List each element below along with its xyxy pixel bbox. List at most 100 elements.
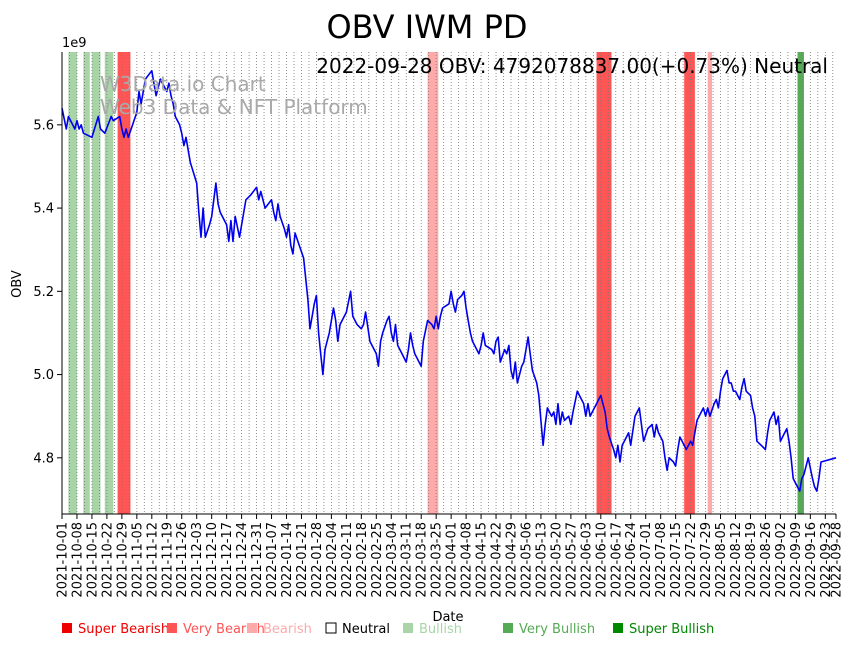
x-tick-label: 2021-12-10 — [205, 522, 220, 598]
shaded-region-bearish — [707, 52, 712, 514]
vertical-gridlines — [61, 52, 834, 514]
shaded-region-bearish — [427, 52, 439, 514]
x-tick-label: 2022-08-05 — [714, 522, 729, 598]
shaded-region-bullish — [83, 52, 90, 514]
x-tick-label: 2021-10-22 — [100, 522, 115, 598]
x-tick-label: 2022-07-01 — [639, 522, 654, 598]
x-tick-label: 2022-08-26 — [759, 522, 774, 598]
x-tick-label: 2022-02-04 — [325, 522, 340, 598]
watermark-line-2: Web3 Data & NFT Platform — [100, 95, 368, 119]
shaded-region-very-bearish — [684, 52, 695, 514]
x-tick-label: 2022-08-12 — [729, 522, 744, 598]
y-tick-label: 5.4 — [33, 202, 54, 217]
x-tick-label: 2022-05-13 — [534, 522, 549, 598]
x-tick-label: 2022-03-25 — [430, 522, 445, 598]
y-tick-label: 5.6 — [33, 118, 54, 133]
y-multiplier-label: 1e9 — [62, 36, 87, 51]
x-tick-label: 2022-06-10 — [594, 522, 609, 598]
x-tick-label: 2021-10-01 — [56, 522, 71, 598]
x-tick-label: 2021-10-08 — [71, 522, 86, 598]
legend-swatch — [167, 623, 177, 633]
shaded-region-bullish — [91, 52, 101, 514]
x-tick-label: 2021-11-12 — [145, 522, 160, 598]
legend-item-bullish: Bullish — [403, 622, 462, 637]
legend-swatch — [503, 623, 513, 633]
x-tick-label: 2022-07-29 — [699, 522, 714, 598]
legend-item-very-bullish: Very Bullish — [503, 622, 595, 637]
shaded-region-very-bullish — [797, 52, 804, 514]
x-axis-ticks: 2021-10-01 2021-10-08 2021-10-15 2021-10-22… — [56, 514, 845, 598]
legend-item-super-bullish: Super Bullish — [613, 622, 714, 637]
legend-swatch — [247, 623, 257, 633]
axes — [61, 52, 836, 515]
legend-swatch — [613, 623, 623, 633]
shaded-region-very-bearish — [596, 52, 612, 514]
legend-item-bearish: Bearish — [247, 622, 312, 637]
legend-label: Super Bullish — [629, 622, 714, 637]
watermark-line-1: W3Data.io Chart — [100, 72, 266, 96]
x-tick-label: 2022-03-04 — [385, 522, 400, 598]
legend-label: Neutral — [342, 622, 390, 637]
x-tick-label: 2022-09-02 — [774, 522, 789, 598]
x-tick-label: 2022-01-07 — [265, 522, 280, 598]
x-tick-label: 2022-05-06 — [520, 522, 535, 598]
legend-swatch — [62, 623, 72, 633]
y-axis-ticks: 4.8 5.0 5.2 5.4 5.6 — [33, 118, 62, 466]
legend-swatch — [325, 622, 337, 634]
x-tick-label: 2022-06-24 — [624, 522, 639, 598]
y-tick-label: 4.8 — [33, 451, 54, 466]
x-tick-label: 2021-12-03 — [190, 522, 205, 598]
x-tick-label: 2022-04-08 — [460, 522, 475, 598]
obv-series-line — [61, 69, 837, 492]
x-tick-label: 2022-02-18 — [355, 522, 370, 598]
x-tick-label: 2021-10-15 — [85, 522, 100, 598]
legend-label: Super Bearish — [78, 622, 169, 637]
x-tick-label: 2022-09-23 — [819, 522, 834, 598]
y-tick-label: 5.2 — [33, 285, 54, 300]
legend-item-neutral: Neutral — [325, 622, 390, 637]
x-tick-label: 2022-06-03 — [579, 522, 594, 598]
x-tick-label: 2022-07-15 — [669, 522, 684, 598]
legend-item-super-bearish: Super Bearish — [62, 622, 169, 637]
legend-item-very-bearish: Very Bearish — [167, 622, 265, 637]
obv-annotation: 2022-09-28 OBV: 4792078837.00(+0.73%) Ne… — [316, 54, 828, 78]
x-tick-label: 2022-05-27 — [564, 522, 579, 598]
x-tick-label: 2021-11-26 — [175, 522, 190, 598]
x-tick-label: 2022-04-29 — [505, 522, 520, 598]
shaded-region-bullish — [104, 52, 114, 514]
x-tick-label: 2022-03-11 — [400, 522, 415, 598]
x-tick-label: 2022-04-01 — [445, 522, 460, 598]
legend-label: Bullish — [419, 622, 462, 637]
x-tick-label: 2022-01-21 — [295, 522, 310, 598]
x-tick-label: 2021-12-24 — [235, 522, 250, 598]
x-tick-label: 2022-08-19 — [744, 522, 759, 598]
x-tick-label: 2022-07-08 — [654, 522, 669, 598]
x-tick-label: 2022-04-22 — [490, 522, 505, 598]
x-tick-label: 2022-01-14 — [280, 522, 295, 598]
x-tick-label: 2022-02-11 — [340, 522, 355, 598]
x-tick-label: 2022-09-16 — [804, 522, 819, 598]
x-axis-label: Date — [432, 610, 463, 625]
x-tick-label: 2022-01-28 — [310, 522, 325, 598]
x-tick-label: 2021-10-29 — [115, 522, 130, 598]
x-tick-label: 2022-05-20 — [549, 522, 564, 598]
x-tick-label: 2021-11-05 — [130, 522, 145, 598]
x-tick-label: 2022-03-18 — [415, 522, 430, 598]
chart-title: OBV IWM PD — [326, 8, 527, 46]
x-tick-label: 2022-06-17 — [609, 522, 624, 598]
legend-swatch — [403, 623, 413, 633]
x-tick-label: 2022-09-09 — [789, 522, 804, 598]
shaded-regions — [68, 52, 804, 514]
shaded-region-bullish — [68, 52, 77, 514]
y-tick-label: 5.0 — [33, 368, 54, 383]
x-tick-label: 2021-11-19 — [160, 522, 175, 598]
shaded-region-very-bearish — [117, 52, 131, 514]
x-tick-label: 2022-07-22 — [684, 522, 699, 598]
x-tick-label: 2021-12-17 — [220, 522, 235, 598]
y-axis-label: OBV — [10, 270, 25, 298]
x-tick-label: 2022-09-28 — [830, 522, 845, 598]
legend-label: Very Bullish — [519, 622, 595, 637]
legend-label: Bearish — [263, 622, 312, 637]
